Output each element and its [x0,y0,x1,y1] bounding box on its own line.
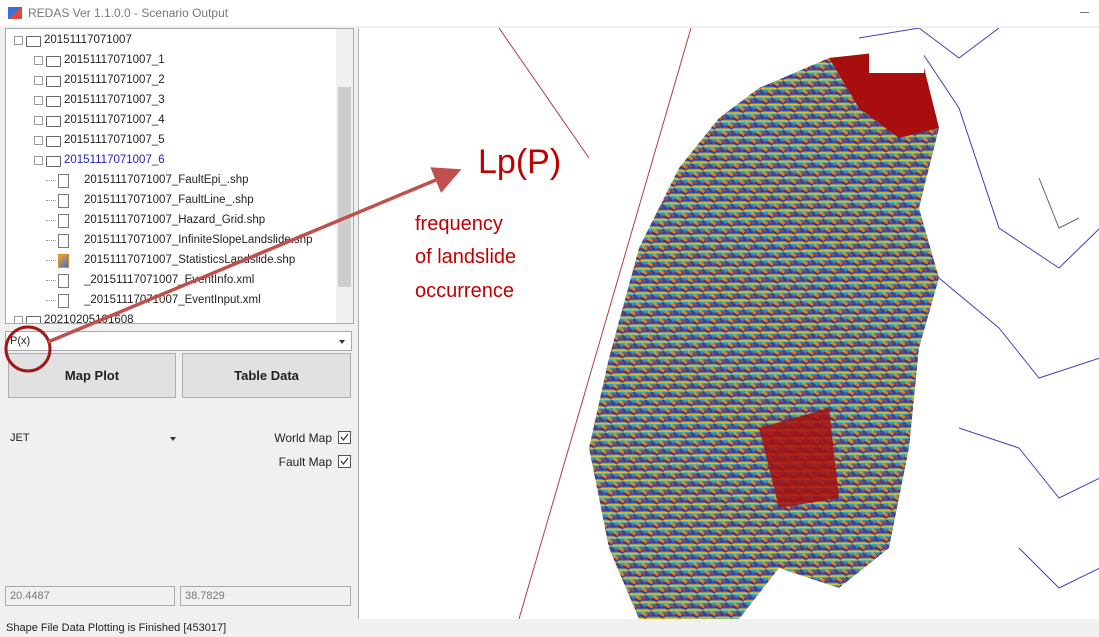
expander [34,76,43,85]
folder-icon [46,136,61,147]
tree-node[interactable]: 20151117071007_Hazard_Grid.shp [6,211,326,229]
fault-map-checkbox[interactable] [338,455,351,468]
node-label: _20151117071007_EventInput.xml [84,291,261,309]
tree-line [46,200,56,201]
tree-node[interactable]: 20151117071007_StatisticsLandslide.shp [6,251,326,269]
combo-value: JET [10,432,30,444]
node-label: 20151117071007_StatisticsLandslide.shp [84,251,295,269]
tree-node[interactable]: 20151117071007 [6,31,326,49]
coord-field[interactable]: 38.7829 [180,586,351,606]
folder-icon [26,36,41,47]
folder-icon [26,316,41,324]
tree-node[interactable]: 20210205101608 [6,311,326,324]
folder-icon [46,96,61,107]
check-mark [339,432,350,443]
minimize-button[interactable] [1080,12,1089,13]
tree-line [46,260,56,261]
map [359,28,1099,619]
tree-node[interactable]: 20151117071007_2 [6,71,326,89]
title-bar: REDAS Ver 1.1.0.0 - Scenario Output [0,0,1099,26]
tree-line [46,280,56,281]
node-label: 20151117071007 [44,31,132,49]
folder-icon [46,156,61,167]
app-icon [8,7,22,19]
coord-field[interactable]: 20.4487 [5,586,175,606]
combo-arrow [339,340,345,344]
blank-area [869,48,924,73]
file-icon [58,294,69,308]
tree-node[interactable]: 20151117071007_3 [6,91,326,109]
node-label: _20151117071007_EventInfo.xml [84,271,254,289]
tree-node[interactable]: 20151117071007_6 [6,151,326,169]
file-icon [58,274,69,288]
file-icon [58,214,69,228]
expander [34,136,43,145]
expander [34,96,43,105]
tree-node[interactable]: 20151117071007_1 [6,51,326,69]
node-label: 20210205101608 [44,311,134,324]
folder-icon [46,116,61,127]
node-label: 20151117071007_4 [64,111,165,129]
tree-line [46,220,56,221]
tree-line [46,300,56,301]
node-label: 20151117071007_6 [64,151,165,169]
tree-node[interactable]: _20151117071007_EventInput.xml [6,291,326,309]
node-label: 20151117071007_5 [64,131,165,149]
node-label: 20151117071007_FaultEpi_.shp [84,171,249,189]
table-data-button[interactable]: Table Data [182,353,351,398]
hazard-raster [589,48,939,619]
folder-icon [46,56,61,67]
tree-node[interactable]: 20151117071007_FaultLine_.shp [6,191,326,209]
window-title: REDAS Ver 1.1.0.0 - Scenario Output [28,6,228,20]
tree-node[interactable]: 20151117071007_5 [6,131,326,149]
checkbox-label: World Map [240,431,332,445]
node-label: 20151117071007_InfiniteSlopeLandslide.sh… [84,231,313,249]
tree-line [46,240,56,241]
node-label: 20151117071007_FaultLine_.shp [84,191,254,209]
fault-line [499,28,589,158]
checkbox-label: Fault Map [240,455,332,469]
expander [34,116,43,125]
node-label: 20151117071007_Hazard_Grid.shp [84,211,265,229]
expander [34,56,43,65]
expander [34,156,43,165]
tree-node[interactable]: 20151117071007_InfiniteSlopeLandslide.sh… [6,231,326,249]
tree-node[interactable]: 20151117071007_FaultEpi_.shp [6,171,326,189]
file-icon [58,234,69,248]
expander [14,316,23,324]
expander [14,36,23,45]
scrollbar[interactable] [336,29,353,323]
folder-icon [46,76,61,87]
tree-node[interactable]: 20151117071007_4 [6,111,326,129]
colormap-combo[interactable]: JET [5,428,183,448]
app-window: {"window": {"title": "REDAS Ver 1.1.0.0 … [0,0,1099,637]
tree-node[interactable]: _20151117071007_EventInfo.xml [6,271,326,289]
map-panel [358,28,1099,619]
boundary-line [1039,178,1079,228]
tree-line [46,180,56,181]
file-icon [58,194,69,208]
node-label: 20151117071007_1 [64,51,165,69]
scroll-thumb[interactable] [338,87,351,287]
check-mark [339,456,350,467]
node-label: 20151117071007_3 [64,91,165,109]
combo-value: P(x) [10,335,30,347]
combo-arrow [170,437,176,441]
status-bar: Shape File Data Plotting is Finished [45… [6,622,226,634]
world-map-checkbox[interactable] [338,431,351,444]
map-plot-button[interactable]: Map Plot [8,353,176,398]
node-label: 20151117071007_2 [64,71,165,89]
file-icon [58,254,69,268]
scenario-tree: 20151117071007 20151117071007_1 2015111707… [5,28,354,324]
variable-combo[interactable]: P(x) [5,331,352,351]
file-icon [58,174,69,188]
